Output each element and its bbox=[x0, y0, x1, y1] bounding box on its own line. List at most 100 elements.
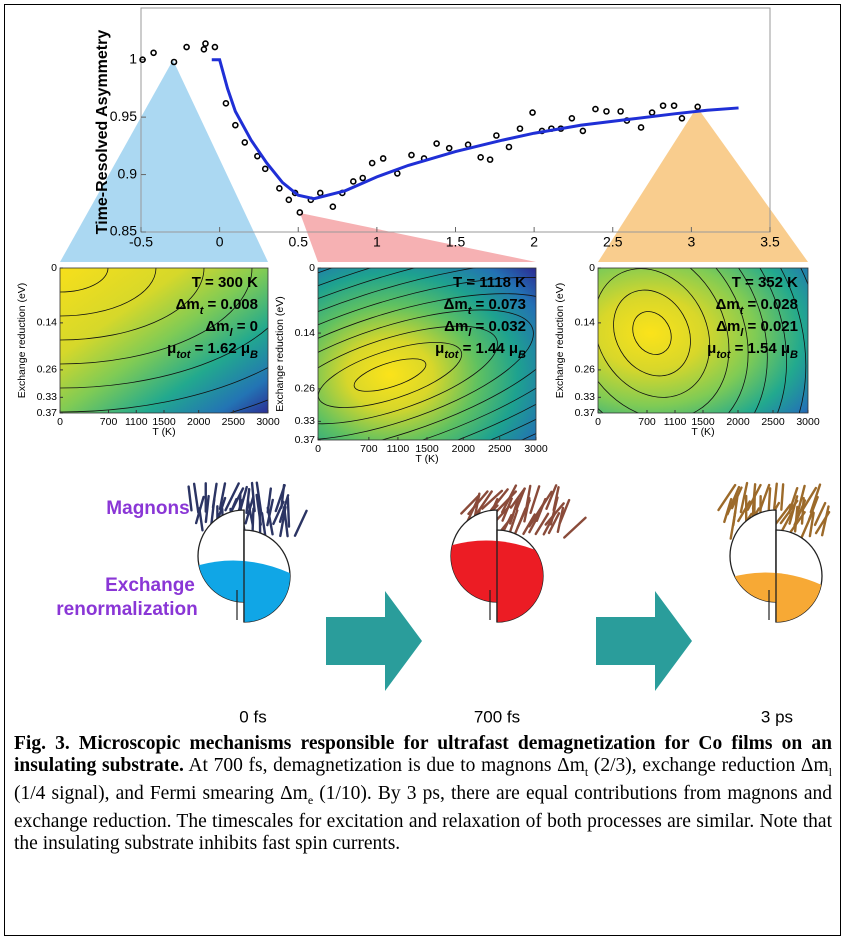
caption-subscript: l bbox=[829, 765, 832, 779]
x-tick-label: 700 bbox=[100, 416, 118, 428]
arrow bbox=[326, 591, 422, 691]
row-label: Exchange bbox=[105, 575, 195, 596]
y-tick-label: 0.37 bbox=[575, 407, 596, 419]
x-tick-label: 3.5 bbox=[760, 234, 780, 250]
y-tick-label: 0 bbox=[51, 262, 57, 274]
data-point bbox=[395, 171, 400, 176]
data-point bbox=[604, 109, 609, 114]
data-point bbox=[370, 161, 375, 166]
spin bbox=[295, 511, 307, 536]
data-point bbox=[434, 141, 439, 146]
text-part: T = 352 K bbox=[732, 274, 798, 291]
y-tick-label: 0.14 bbox=[37, 317, 58, 329]
x-tick-label: 2500 bbox=[761, 416, 785, 428]
data-point bbox=[360, 176, 365, 181]
zoom-triangle bbox=[300, 213, 536, 262]
caption-text: At 700 fs, demagnetization is due to mag… bbox=[188, 755, 584, 776]
y-tick-label: 0.14 bbox=[575, 317, 596, 329]
text-part: = 1.62 μ bbox=[190, 340, 250, 357]
data-point bbox=[618, 109, 623, 114]
data-point bbox=[466, 142, 471, 147]
data-point bbox=[201, 47, 206, 52]
data-point bbox=[593, 107, 598, 112]
data-point bbox=[639, 125, 644, 130]
y-axis-label: Exchange reduction (eV) bbox=[554, 283, 566, 399]
x-tick-label: 2500 bbox=[222, 416, 246, 428]
data-point bbox=[494, 133, 499, 138]
x-tick-label: 1100 bbox=[387, 443, 410, 455]
data-point bbox=[381, 156, 386, 161]
caption-label: Fig. 3. bbox=[14, 733, 70, 754]
x-tick-label: 0 bbox=[315, 443, 321, 455]
caption: Fig. 3. Microscopic mechanisms responsib… bbox=[14, 733, 832, 855]
text-part: = 0.021 bbox=[743, 318, 798, 335]
y-tick-label: 0 bbox=[589, 262, 595, 274]
data-point bbox=[277, 186, 282, 191]
band-diagram bbox=[728, 510, 824, 632]
x-tick-label: 2000 bbox=[726, 416, 750, 428]
x-tick-label: 3000 bbox=[796, 416, 820, 428]
band-diagram bbox=[196, 510, 292, 632]
spin bbox=[531, 486, 540, 513]
data-point bbox=[233, 123, 238, 128]
time-label: 0 fs bbox=[239, 707, 266, 726]
x-axis-label: T (K) bbox=[691, 426, 714, 438]
x-axis-label: T (K) bbox=[152, 426, 175, 438]
x-tick-label: 2000 bbox=[452, 443, 476, 455]
text-part: = 0 bbox=[233, 318, 258, 335]
arrow bbox=[596, 591, 692, 691]
x-tick-label: 2 bbox=[530, 234, 538, 250]
y-tick-label: 0.26 bbox=[37, 364, 58, 376]
data-point bbox=[530, 110, 535, 115]
x-tick-label: 2000 bbox=[187, 416, 211, 428]
x-tick-label: 2.5 bbox=[603, 234, 623, 250]
text-part: Δm bbox=[444, 318, 468, 335]
data-point bbox=[488, 157, 493, 162]
data-point bbox=[569, 116, 574, 121]
x-tick-label: 700 bbox=[638, 416, 656, 428]
y-tick-label: 0 bbox=[309, 262, 315, 274]
spin bbox=[564, 518, 585, 538]
spin bbox=[802, 498, 804, 524]
time-label: 700 fs bbox=[474, 707, 520, 726]
data-point bbox=[330, 204, 335, 209]
x-tick-label: 700 bbox=[360, 443, 378, 455]
data-point bbox=[695, 104, 700, 109]
x-tick-label: 2500 bbox=[488, 443, 512, 455]
y-axis-label: Exchange reduction (eV) bbox=[274, 296, 286, 412]
data-point bbox=[580, 128, 585, 133]
text-part: = 0.028 bbox=[743, 296, 798, 313]
panel-annotation: T = 1118 K bbox=[453, 274, 526, 291]
text-part: = 0.032 bbox=[471, 318, 526, 335]
text-part: = 1.54 μ bbox=[730, 340, 790, 357]
spin bbox=[284, 507, 287, 536]
text-part: B bbox=[250, 349, 258, 361]
data-point bbox=[172, 59, 177, 64]
spin bbox=[194, 484, 198, 513]
text-part: Δm bbox=[444, 296, 468, 313]
text-part: T = 300 K bbox=[192, 274, 258, 291]
data-point bbox=[517, 126, 522, 131]
y-tick-label: 0.33 bbox=[575, 391, 596, 403]
data-point bbox=[242, 140, 247, 145]
x-tick-label: 1.5 bbox=[446, 234, 466, 250]
x-tick-label: 1100 bbox=[125, 416, 148, 428]
y-tick-label: 0.9 bbox=[118, 165, 138, 181]
y-tick-label: 0.33 bbox=[295, 415, 316, 427]
spin bbox=[795, 507, 797, 532]
data-point bbox=[151, 50, 156, 55]
x-tick-label: 0 bbox=[57, 416, 63, 428]
spin bbox=[769, 488, 771, 513]
data-point bbox=[447, 146, 452, 151]
data-point bbox=[661, 103, 666, 108]
text-part: = 1.44 μ bbox=[458, 340, 518, 357]
text-part: μ bbox=[707, 340, 716, 357]
text-part: Δm bbox=[176, 296, 200, 313]
x-axis-label: T (K) bbox=[415, 453, 438, 465]
text-part: = 0.008 bbox=[203, 296, 258, 313]
spin bbox=[226, 483, 239, 510]
y-tick-label: 1 bbox=[129, 50, 137, 66]
y-tick-label: 0.37 bbox=[295, 434, 316, 446]
y-tick-label: 0.26 bbox=[575, 364, 596, 376]
x-tick-label: 1100 bbox=[664, 416, 687, 428]
